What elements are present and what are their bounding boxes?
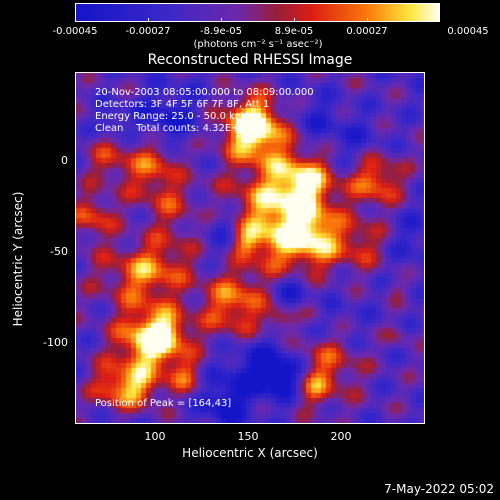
colorbar-tick-label: 0.00045 <box>447 26 489 37</box>
timestamp: 7-May-2022 05:02 <box>384 482 494 496</box>
info-total-counts: Clean Total counts: 4.32E+03 <box>95 123 253 134</box>
colorbar-tickmark <box>294 18 295 22</box>
colorbar-tick-label: 0.00027 <box>346 26 388 37</box>
colorbar-tickmark <box>439 18 440 22</box>
colorbar-tickmark <box>221 18 222 22</box>
peak-position: Position of Peak = [164,43] <box>95 398 232 409</box>
colorbar-tick-label: -8.9e-05 <box>200 26 242 37</box>
x-tick-label: 100 <box>144 430 166 443</box>
image-plot-area: 20-Nov-2003 08:05:00.000 to 08:09:00.000… <box>75 72 425 424</box>
colorbar-tickmark <box>75 18 76 22</box>
info-time-range: 20-Nov-2003 08:05:00.000 to 08:09:00.000 <box>95 87 314 98</box>
x-axis-label: Heliocentric X (arcsec) <box>182 446 318 460</box>
colorbar-tickmark <box>148 18 149 22</box>
info-energy-range: Energy Range: 25.0 - 50.0 keV <box>95 111 248 122</box>
x-tick-label: 200 <box>330 430 352 443</box>
colorbar-tick-label: 8.9e-05 <box>274 26 314 37</box>
info-detectors: Detectors: 3F 4F 5F 6F 7F 8F, Att 1 <box>95 99 270 110</box>
colorbar-units: (photons cm⁻² s⁻¹ asec⁻²) <box>193 39 323 50</box>
colorbar-tickmark <box>367 18 368 22</box>
colorbar <box>75 3 440 22</box>
plot-title: Reconstructed RHESSI Image <box>147 52 353 68</box>
colorbar-tick-label: -0.00027 <box>125 26 171 37</box>
heatmap-image <box>76 73 424 423</box>
y-tick-label: -50 <box>50 245 68 258</box>
y-axis-label: Heliocentric Y (arcsec) <box>11 191 25 327</box>
x-tick-label: 150 <box>237 430 259 443</box>
y-tick-label: 0 <box>61 154 68 167</box>
y-tick-label: -100 <box>43 336 68 349</box>
colorbar-tick-label: -0.00045 <box>52 26 98 37</box>
